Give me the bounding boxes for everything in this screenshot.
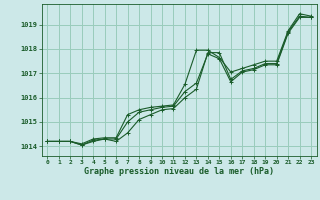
X-axis label: Graphe pression niveau de la mer (hPa): Graphe pression niveau de la mer (hPa) (84, 167, 274, 176)
